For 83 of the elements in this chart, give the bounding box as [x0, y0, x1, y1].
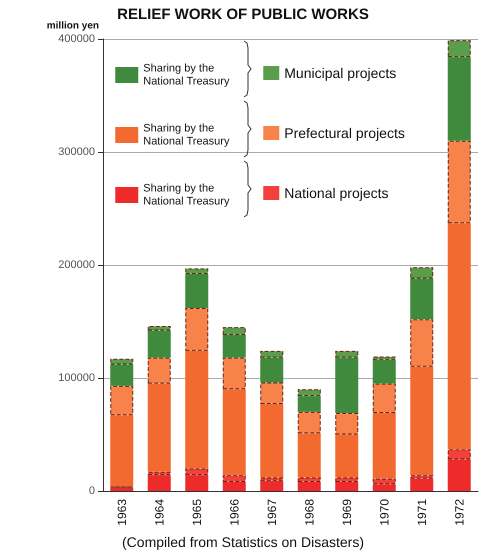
bar: [148, 384, 171, 472]
bar: [148, 326, 171, 331]
x-tick-label: 1968: [302, 498, 316, 526]
bar: [410, 366, 434, 476]
bar: [448, 223, 471, 450]
bar: [110, 386, 134, 416]
bar: [222, 358, 246, 390]
bar: [110, 358, 134, 364]
bar: [260, 480, 284, 491]
legend-label: Prefectural projects: [284, 125, 405, 141]
bar: [298, 396, 321, 412]
bar: [222, 482, 246, 491]
x-tick-label: 1963: [114, 498, 129, 526]
x-tick-label: 1964: [152, 498, 166, 526]
legend-label: Sharing by the National Treasury: [143, 122, 230, 148]
bar: [448, 449, 471, 460]
bar: [448, 459, 471, 491]
bar: [298, 412, 321, 434]
y-tick-label: 100000: [58, 372, 95, 384]
bar: [260, 358, 284, 383]
bar: [335, 477, 358, 482]
legend-label: Municipal projects: [284, 65, 396, 81]
x-tick-label: 1969: [340, 498, 354, 526]
bar: [372, 484, 396, 491]
bar: [110, 364, 134, 386]
bar: [110, 415, 134, 486]
bar: [185, 468, 208, 476]
x-tick-label: 1967: [264, 498, 279, 526]
bar: [410, 267, 434, 279]
legend-label: National projects: [284, 185, 389, 201]
bar: [372, 413, 396, 479]
y-tick-label: 300000: [58, 146, 95, 158]
bar: [448, 140, 471, 224]
x-tick-label: 1965: [190, 498, 204, 526]
bar: [148, 330, 171, 358]
bar: [185, 274, 208, 308]
bar: [148, 472, 171, 476]
chart-title: RELIEF WORK OF PUBLIC WORKS: [117, 6, 369, 23]
bar: [298, 433, 321, 478]
x-tick-label: 1966: [227, 498, 242, 526]
bar: [448, 40, 471, 58]
bar: [410, 475, 434, 479]
x-tick-label: 1972: [452, 498, 466, 526]
bar: [260, 382, 284, 404]
bar: [185, 475, 208, 491]
bar: [298, 482, 321, 491]
y-tick-label: 400000: [58, 33, 95, 45]
bar: [335, 482, 358, 491]
legend-label: Sharing by the National Treasury: [143, 182, 230, 208]
bar: [298, 477, 321, 482]
y-axis-title: million yen: [46, 20, 99, 32]
bar: [372, 384, 396, 414]
bar: [372, 360, 396, 384]
bar: [410, 319, 434, 367]
bar: [185, 308, 208, 351]
bar: [222, 327, 246, 336]
x-tick-label: 1971: [414, 498, 429, 526]
bar: [335, 350, 358, 358]
y-tick-label: 200000: [58, 259, 95, 271]
bar: [335, 413, 358, 434]
bar: [185, 268, 208, 274]
y-tick-label: 0: [88, 485, 95, 497]
x-tick-label: 1970: [377, 498, 392, 526]
bar: [260, 477, 284, 481]
text: (Compiled from Statistics on Disasters): [122, 534, 364, 550]
bar: [222, 389, 246, 476]
bar: [372, 478, 396, 484]
bar: [148, 475, 171, 491]
bar: [185, 350, 208, 468]
bar: [410, 278, 434, 320]
bar: [298, 389, 321, 396]
bar: [148, 358, 171, 384]
bar: [448, 57, 471, 141]
bar: [260, 350, 284, 358]
bar: [335, 434, 358, 478]
bar: [372, 356, 396, 360]
bar: [110, 488, 134, 491]
bar: [222, 335, 246, 358]
bar: [260, 404, 284, 478]
bar: [222, 475, 246, 482]
bar: [335, 358, 358, 414]
legend-label: Sharing by the National Treasury: [143, 62, 230, 88]
bar: [410, 478, 434, 491]
